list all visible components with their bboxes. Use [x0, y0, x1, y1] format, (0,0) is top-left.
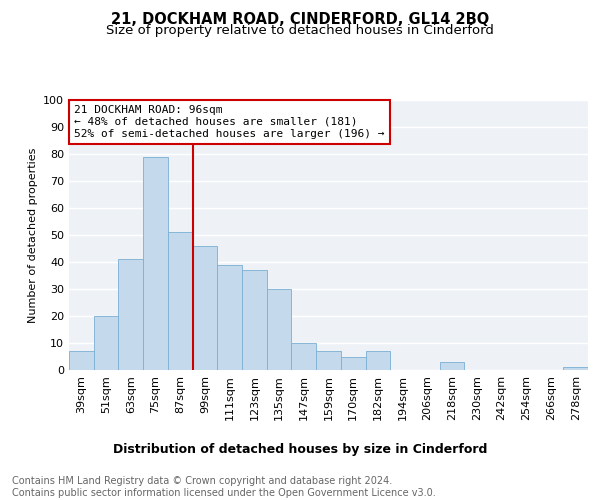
Text: 21, DOCKHAM ROAD, CINDERFORD, GL14 2BQ: 21, DOCKHAM ROAD, CINDERFORD, GL14 2BQ: [111, 12, 489, 28]
Text: Distribution of detached houses by size in Cinderford: Distribution of detached houses by size …: [113, 442, 487, 456]
Bar: [440, 362, 464, 370]
Y-axis label: Number of detached properties: Number of detached properties: [28, 148, 38, 322]
Text: 21 DOCKHAM ROAD: 96sqm
← 48% of detached houses are smaller (181)
52% of semi-de: 21 DOCKHAM ROAD: 96sqm ← 48% of detached…: [74, 106, 385, 138]
Bar: [267, 289, 292, 370]
Bar: [193, 246, 217, 370]
Text: Contains HM Land Registry data © Crown copyright and database right 2024.
Contai: Contains HM Land Registry data © Crown c…: [12, 476, 436, 498]
Bar: [292, 343, 316, 370]
Bar: [563, 368, 588, 370]
Bar: [69, 351, 94, 370]
Bar: [168, 232, 193, 370]
Bar: [316, 351, 341, 370]
Bar: [94, 316, 118, 370]
Bar: [242, 270, 267, 370]
Bar: [143, 156, 168, 370]
Bar: [118, 260, 143, 370]
Bar: [365, 351, 390, 370]
Bar: [341, 356, 365, 370]
Bar: [217, 264, 242, 370]
Text: Size of property relative to detached houses in Cinderford: Size of property relative to detached ho…: [106, 24, 494, 37]
